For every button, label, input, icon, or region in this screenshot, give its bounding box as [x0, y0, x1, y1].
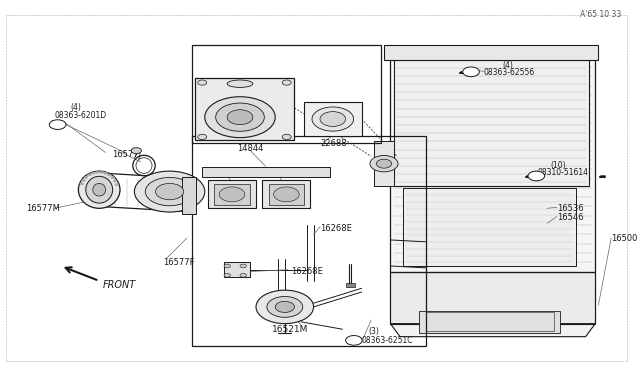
Bar: [208, 180, 256, 208]
Text: (4): (4): [502, 61, 513, 70]
Circle shape: [95, 171, 99, 173]
Text: S: S: [468, 69, 474, 74]
Circle shape: [49, 120, 66, 129]
Circle shape: [267, 296, 303, 317]
Circle shape: [82, 179, 86, 182]
Bar: [390, 52, 595, 272]
Circle shape: [219, 187, 245, 202]
Circle shape: [528, 171, 545, 181]
Bar: [224, 262, 250, 277]
Circle shape: [227, 110, 253, 125]
Bar: [394, 60, 589, 186]
Ellipse shape: [93, 183, 106, 196]
Text: 08363-6251C: 08363-6251C: [362, 336, 413, 345]
Bar: [182, 177, 196, 214]
Bar: [403, 188, 576, 266]
Text: 14845: 14845: [218, 169, 244, 177]
Circle shape: [275, 301, 294, 312]
Circle shape: [88, 174, 92, 176]
Circle shape: [131, 148, 141, 154]
Text: 16577J: 16577J: [112, 150, 141, 159]
Text: 16500: 16500: [611, 234, 637, 243]
Bar: [269, 184, 304, 205]
Polygon shape: [390, 272, 595, 324]
Text: S: S: [534, 173, 539, 179]
Bar: [426, 312, 554, 331]
Text: 08363-62556: 08363-62556: [483, 68, 534, 77]
Bar: [419, 311, 560, 333]
Text: 16546: 16546: [557, 213, 583, 222]
Circle shape: [100, 171, 104, 173]
Bar: [192, 45, 381, 143]
Circle shape: [134, 171, 205, 212]
Text: A'65 10 33: A'65 10 33: [580, 10, 621, 19]
Text: 08310-51614: 08310-51614: [538, 169, 589, 177]
Text: 16577F: 16577F: [163, 258, 195, 267]
Text: S: S: [55, 122, 60, 127]
Polygon shape: [390, 324, 595, 337]
Text: 16577M: 16577M: [26, 204, 60, 213]
Circle shape: [156, 183, 184, 200]
Circle shape: [282, 134, 291, 140]
Circle shape: [111, 177, 115, 179]
Circle shape: [108, 174, 111, 176]
Ellipse shape: [79, 171, 120, 208]
Text: 14845: 14845: [269, 169, 295, 177]
Bar: [384, 45, 598, 60]
Bar: [262, 180, 310, 208]
Ellipse shape: [86, 176, 113, 203]
Circle shape: [282, 80, 291, 85]
Bar: [195, 78, 294, 140]
Circle shape: [113, 180, 117, 182]
Circle shape: [274, 187, 300, 202]
Bar: [202, 167, 330, 177]
Bar: [346, 283, 355, 287]
Circle shape: [370, 155, 398, 172]
Bar: [374, 141, 394, 186]
Circle shape: [104, 172, 108, 174]
Circle shape: [216, 103, 264, 131]
Circle shape: [84, 176, 88, 178]
Text: 14844: 14844: [237, 144, 263, 153]
Text: (10): (10): [550, 161, 566, 170]
Text: 16521M: 16521M: [272, 326, 308, 334]
Circle shape: [115, 183, 119, 186]
Text: 22680: 22680: [234, 81, 260, 90]
Text: 22688: 22688: [320, 139, 347, 148]
Circle shape: [80, 183, 84, 185]
Text: (4): (4): [70, 103, 81, 112]
Circle shape: [205, 97, 275, 138]
Circle shape: [224, 273, 230, 277]
Bar: [214, 184, 250, 205]
Ellipse shape: [227, 80, 253, 87]
Circle shape: [198, 80, 207, 85]
Text: 16268E: 16268E: [291, 267, 323, 276]
Text: (3): (3): [368, 327, 379, 336]
Text: FRONT: FRONT: [102, 280, 136, 289]
Circle shape: [92, 172, 95, 174]
Text: 08363-6201D: 08363-6201D: [54, 111, 106, 120]
Bar: [192, 136, 426, 346]
Circle shape: [376, 159, 392, 168]
Text: 16500Y: 16500Y: [243, 113, 275, 122]
Text: 16268E: 16268E: [320, 224, 352, 233]
Text: 16536: 16536: [557, 204, 584, 213]
Bar: [304, 102, 362, 136]
Circle shape: [240, 264, 246, 268]
Circle shape: [198, 134, 207, 140]
Circle shape: [346, 336, 362, 345]
Text: S: S: [351, 338, 356, 343]
Circle shape: [240, 273, 246, 277]
Circle shape: [463, 67, 479, 77]
Circle shape: [224, 264, 230, 268]
Ellipse shape: [320, 112, 346, 126]
Circle shape: [145, 177, 194, 206]
Circle shape: [256, 290, 314, 324]
Ellipse shape: [312, 107, 354, 131]
